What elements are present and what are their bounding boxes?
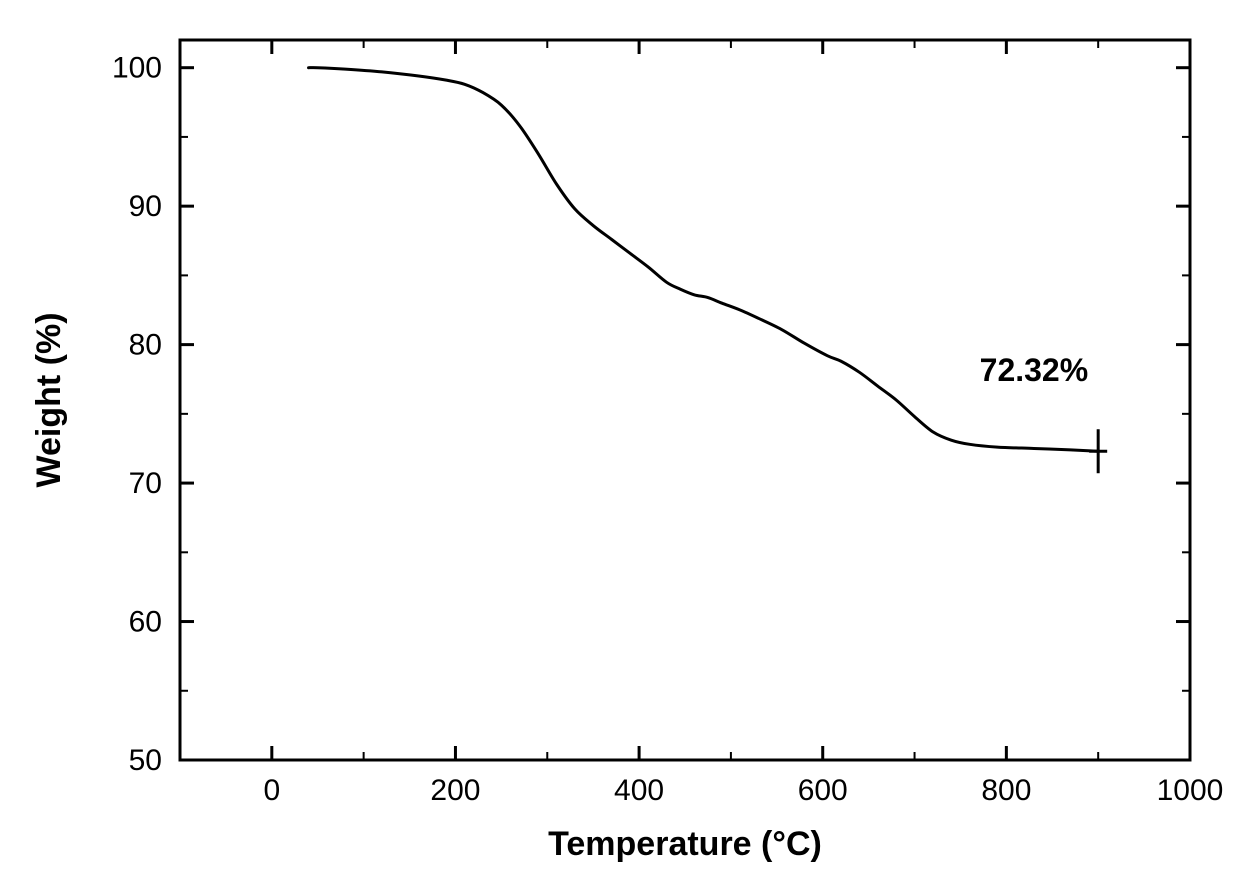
x-tick-label: 0 xyxy=(263,774,280,807)
y-tick-label: 60 xyxy=(129,606,162,639)
x-tick-label: 1000 xyxy=(1157,774,1224,807)
annotation-label: 72.32% xyxy=(980,352,1089,388)
y-axis-label: Weight (%) xyxy=(30,312,68,487)
chart-svg: 0 200 400 600 800 1000 50 60 70 80 90 100 Temperatur… xyxy=(0,0,1240,891)
x-tick-label: 200 xyxy=(430,774,480,807)
y-tick-label: 70 xyxy=(129,467,162,500)
tga-chart: 0 200 400 600 800 1000 50 60 70 80 90 100 Temperatur… xyxy=(0,0,1240,891)
y-tick-label: 80 xyxy=(129,329,162,362)
y-tick-label: 100 xyxy=(112,52,162,85)
y-tick-label: 50 xyxy=(129,744,162,777)
y-tick-label: 90 xyxy=(129,190,162,223)
x-tick-label: 800 xyxy=(981,774,1031,807)
x-tick-label: 600 xyxy=(798,774,848,807)
x-tick-label: 400 xyxy=(614,774,664,807)
x-axis-label: Temperature (°C) xyxy=(548,825,822,863)
